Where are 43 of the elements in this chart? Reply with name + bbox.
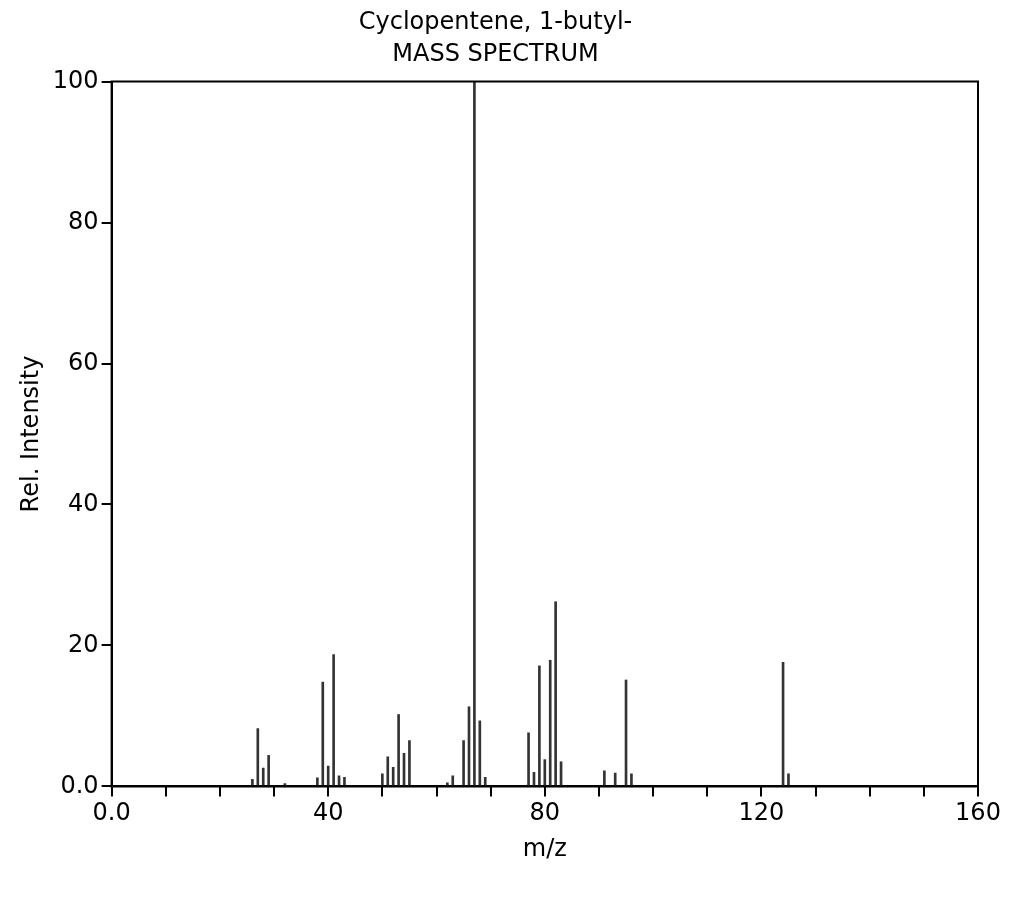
bar <box>321 681 325 786</box>
bar <box>343 776 346 786</box>
x-tick-label: 40 <box>312 798 344 827</box>
bar <box>391 767 395 786</box>
bar <box>326 765 330 786</box>
y-tick-label: 80 <box>68 206 99 235</box>
bar <box>256 728 260 786</box>
bar <box>613 772 617 786</box>
bar <box>554 601 557 786</box>
bar <box>408 740 411 786</box>
y-tick-label: 0.0 <box>60 770 99 799</box>
bar <box>386 756 390 786</box>
bar <box>397 714 400 786</box>
y-tick-label: 20 <box>68 629 99 658</box>
bar <box>478 720 482 786</box>
bar <box>473 81 476 786</box>
chart-title: Cyclopentene, 1-butyl- <box>358 6 633 35</box>
bar <box>483 776 487 786</box>
bar <box>251 779 254 786</box>
bar <box>630 773 633 786</box>
y-axis-title: Rel. Intensity <box>15 355 44 513</box>
bar <box>451 775 455 786</box>
bar <box>527 732 530 786</box>
y-tick-label: 40 <box>68 488 99 517</box>
x-axis-title: m/z <box>522 833 567 862</box>
bar <box>381 773 384 786</box>
bar <box>787 773 790 786</box>
bar <box>316 777 319 786</box>
bar <box>261 767 265 786</box>
y-tick-label: 100 <box>52 65 99 94</box>
bar <box>332 654 335 786</box>
x-tick-label: 120 <box>738 798 785 827</box>
chart-subtitle: MASS SPECTRUM <box>392 39 599 68</box>
bar <box>543 759 547 786</box>
bar <box>603 770 606 786</box>
bar <box>548 659 552 786</box>
bar <box>538 665 541 786</box>
bar <box>267 755 270 786</box>
y-tick-label: 60 <box>68 347 99 376</box>
bar <box>462 740 465 786</box>
x-tick-label: 160 <box>955 798 1001 827</box>
x-tick-label: 0.0 <box>92 798 131 827</box>
x-tick-label: 80 <box>529 798 561 827</box>
